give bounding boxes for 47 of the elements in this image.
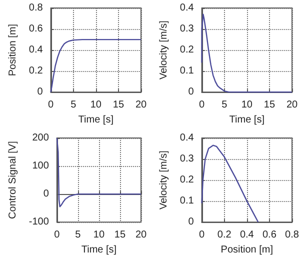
x-tick-label: 0 (199, 100, 206, 111)
y-tick-label: 0 (37, 86, 44, 98)
x-tick-label: 10 (90, 100, 102, 111)
y-tick-label: 0 (188, 216, 194, 228)
y-tick-label: 0.1 (180, 196, 194, 207)
y-tick-label: 0.4 (28, 44, 44, 56)
x-tick-label: 15 (112, 100, 124, 111)
y-tick-label: -100 (28, 216, 50, 228)
y-tick-label: 200 (32, 132, 50, 144)
line-series (201, 144, 259, 223)
x-tick-label: 5 (75, 230, 82, 241)
y-tick-label: 0.3 (180, 24, 194, 35)
x-tick-label: 10 (93, 230, 105, 241)
y-axis-title: Velocity [m/s] (158, 20, 170, 80)
y-tick-label: 0.6 (28, 24, 44, 35)
y-tick-label: 100 (32, 160, 50, 172)
y-tick-label: 0.2 (28, 66, 44, 77)
x-tick-label: 10 (241, 100, 253, 111)
x-tick-label: 15 (114, 230, 126, 241)
x-tick-label: 0.4 (240, 230, 254, 241)
y-tick-label: 0 (188, 86, 194, 98)
x-tick-label: 5 (70, 100, 77, 111)
x-tick-label: 5 (222, 100, 228, 111)
y-axis-title: Control Signal [V] (8, 140, 18, 219)
y-tick-label: 0.2 (180, 44, 194, 56)
y-tick-label: 0.4 (180, 2, 194, 14)
y-tick-label: 0.1 (180, 66, 194, 77)
x-tick-label: 0.8 (285, 230, 300, 241)
y-tick-label: 0 (43, 188, 50, 200)
x-tick-label: 0 (199, 230, 206, 241)
x-tick-label: 0 (54, 230, 60, 241)
y-axis-title: Position [m] (8, 24, 18, 76)
x-axis-title: Time [s] (81, 244, 117, 256)
x-axis-title: Time [s] (229, 114, 265, 126)
y-tick-label: 0.4 (180, 132, 194, 144)
y-tick-label: 0.2 (180, 174, 194, 186)
x-axis-title: Position [m] (220, 244, 274, 256)
y-tick-label: 0.3 (180, 154, 194, 165)
x-tick-label: 20 (286, 100, 298, 111)
x-tick-label: 20 (135, 230, 147, 241)
y-axis-title: Velocity [m/s] (158, 150, 170, 210)
x-axis-title: Time [s] (78, 114, 114, 126)
x-tick-label: 0.6 (262, 230, 277, 241)
y-tick-label: 0.8 (28, 2, 44, 14)
x-tick-label: 0.2 (217, 230, 232, 241)
x-tick-label: 20 (135, 100, 147, 111)
x-tick-label: 15 (264, 100, 276, 111)
